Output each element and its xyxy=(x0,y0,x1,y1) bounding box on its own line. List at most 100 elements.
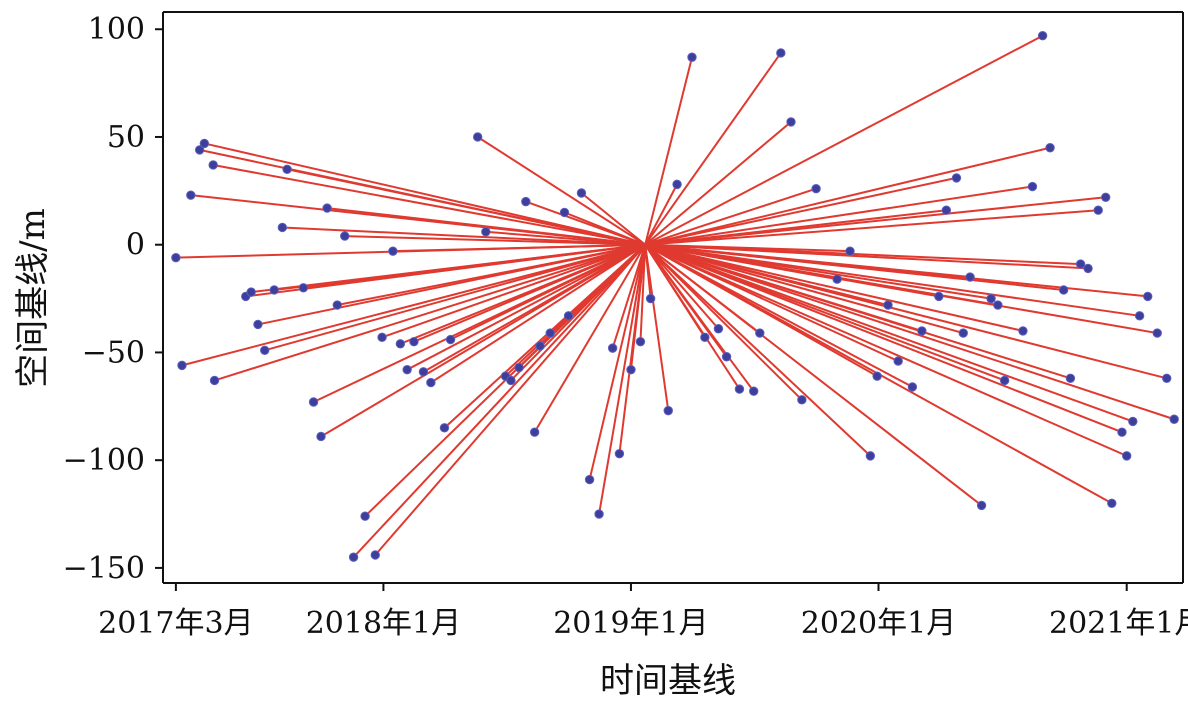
acquisition-point xyxy=(439,423,450,433)
acquisition-point xyxy=(360,511,370,521)
y-tick-label: 50 xyxy=(107,120,145,155)
baseline-line xyxy=(644,244,670,411)
acquisition-point xyxy=(713,324,724,334)
acquisition-point xyxy=(177,360,187,371)
acquisition-point xyxy=(755,328,765,338)
acquisition-point xyxy=(934,291,944,302)
x-tick-label: 2017年3月 xyxy=(98,606,253,641)
acquisition-point xyxy=(986,293,996,304)
y-tick-label: −50 xyxy=(82,335,145,370)
baseline-line xyxy=(639,244,647,342)
acquisition-point xyxy=(1075,259,1086,269)
acquisition-point xyxy=(1107,498,1117,508)
baseline-line xyxy=(564,211,646,246)
baseline-line xyxy=(303,243,646,289)
baseline-line xyxy=(264,243,646,352)
acquisition-point xyxy=(209,375,220,386)
acquisition-point xyxy=(409,336,419,347)
x-tick-label: 2019年1月 xyxy=(553,606,708,641)
baseline-line xyxy=(450,243,646,341)
baseline-line xyxy=(204,142,646,246)
baseline-line xyxy=(644,187,817,246)
acquisition-point xyxy=(445,334,456,345)
acquisition-point xyxy=(472,132,483,142)
acquisition-point xyxy=(332,300,342,310)
baseline-line xyxy=(611,244,647,349)
acquisition-point xyxy=(965,272,975,282)
acquisition-point xyxy=(1143,291,1153,302)
acquisition-point xyxy=(1037,31,1048,41)
acquisition-point xyxy=(1162,373,1172,384)
acquisition-point xyxy=(917,326,927,336)
acquisition-point xyxy=(786,117,796,127)
acquisition-point xyxy=(999,375,1010,386)
x-tick-label: 2018年1月 xyxy=(306,606,461,641)
acquisition-point xyxy=(700,332,710,343)
baseline-line xyxy=(533,244,647,433)
acquisition-point xyxy=(687,52,697,62)
acquisition-point xyxy=(1093,205,1103,215)
acquisition-point xyxy=(186,190,196,200)
baseline-line xyxy=(477,136,646,246)
baseline-line xyxy=(629,244,647,370)
acquisition-point xyxy=(941,205,952,215)
acquisition-point xyxy=(388,246,398,256)
baseline-line xyxy=(327,207,646,246)
baseline-line xyxy=(644,243,1175,421)
acquisition-point xyxy=(253,319,263,330)
acquisition-point xyxy=(872,371,882,381)
acquisition-point xyxy=(626,364,636,375)
acquisition-point xyxy=(395,339,406,349)
acquisition-point xyxy=(322,203,332,213)
acquisition-point xyxy=(1134,311,1145,321)
acquisition-point xyxy=(576,188,587,198)
baseline-line xyxy=(381,243,646,339)
y-tick-label: −100 xyxy=(63,443,145,478)
acquisition-point xyxy=(260,345,270,355)
baseline-line xyxy=(644,243,872,457)
baseline-line xyxy=(485,230,646,246)
acquisition-point xyxy=(1100,192,1111,203)
acquisition-point xyxy=(907,382,918,392)
y-tick-label: 100 xyxy=(88,12,145,47)
baseline-line xyxy=(181,243,646,367)
baseline-line xyxy=(213,164,646,246)
baseline-line xyxy=(598,244,647,515)
acquisition-point xyxy=(594,509,604,519)
baseline-line xyxy=(644,243,1024,332)
acquisition-point xyxy=(1045,143,1055,153)
acquisition-point xyxy=(663,405,673,416)
acquisition-point xyxy=(316,431,326,442)
axes xyxy=(162,11,1184,584)
acquisition-point xyxy=(282,164,292,174)
baseline-line xyxy=(645,185,1033,246)
baseline-line xyxy=(645,243,1089,270)
baseline-line xyxy=(644,243,1123,434)
baseline-line xyxy=(644,243,964,335)
acquisition-point xyxy=(426,377,436,388)
acquisition-point xyxy=(797,395,807,405)
acquisition-point xyxy=(418,367,429,377)
acquisition-point xyxy=(976,500,987,511)
acquisition-point xyxy=(1128,416,1138,427)
acquisition-point xyxy=(199,138,210,149)
acquisition-point xyxy=(348,552,359,562)
acquisition-point xyxy=(563,311,574,321)
acquisition-point xyxy=(645,293,656,304)
acquisition-point xyxy=(298,283,309,293)
baseline-line xyxy=(644,244,741,390)
baseline-line xyxy=(644,244,755,392)
acquisition-point xyxy=(958,328,968,338)
acquisition-point xyxy=(776,48,786,58)
y-ticks: 100 50 0 −50 −100 −150 xyxy=(63,12,163,586)
baseline-line xyxy=(644,243,1167,380)
baseline-line xyxy=(406,243,646,371)
acquisition-point xyxy=(1065,373,1076,384)
baseline-line xyxy=(645,243,1158,335)
baseline-line xyxy=(588,244,647,480)
acquisition-point xyxy=(635,336,646,347)
baseline-line xyxy=(645,243,1140,317)
acquisition-point xyxy=(171,252,181,263)
acquisition-point xyxy=(951,173,962,183)
